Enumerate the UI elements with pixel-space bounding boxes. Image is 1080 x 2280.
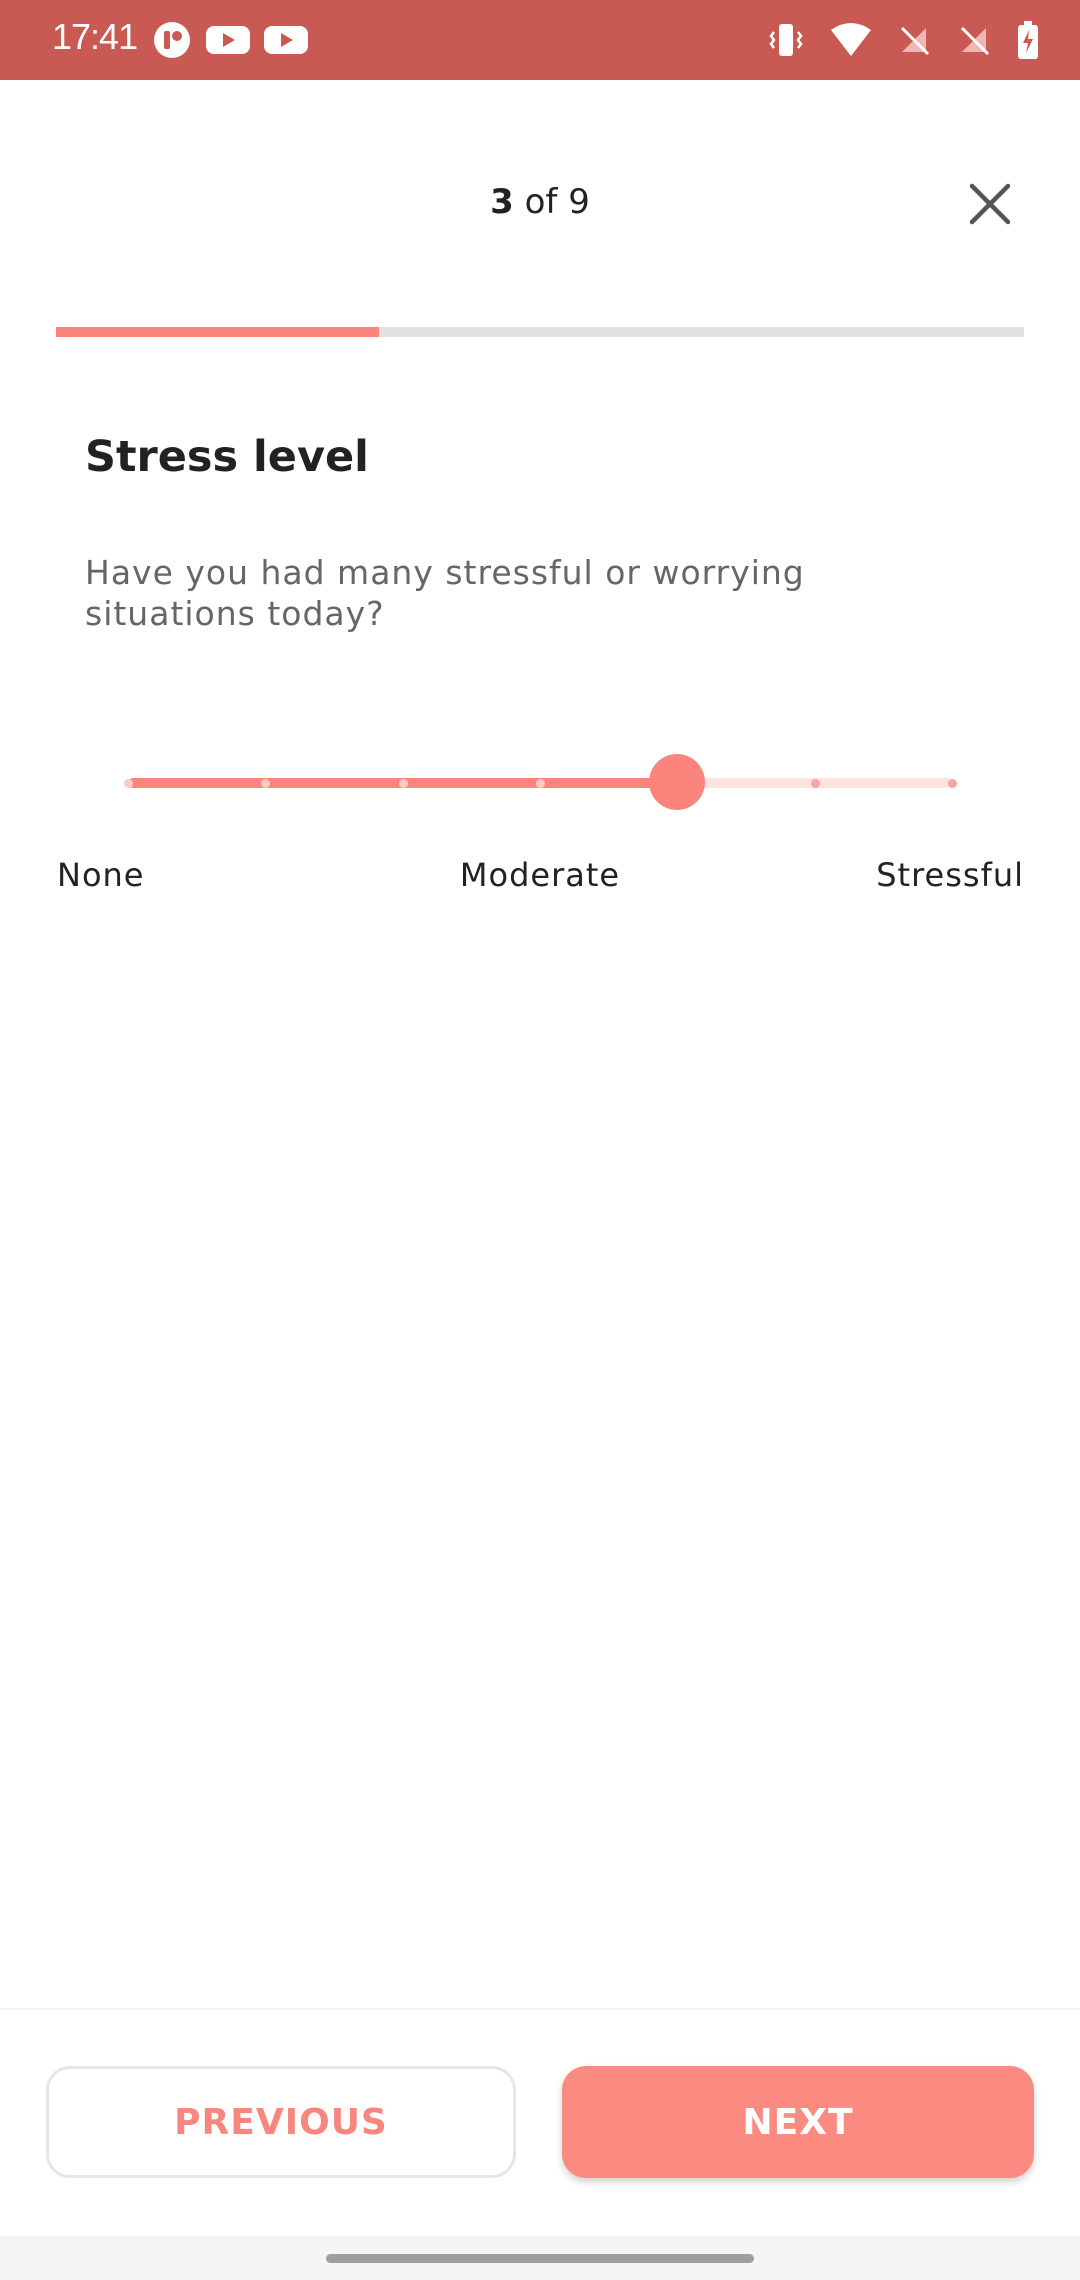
system-navigation-bar	[0, 2236, 1080, 2280]
slider-tick	[124, 779, 133, 788]
step-separator: of	[524, 182, 558, 222]
stress-level-slider[interactable]	[124, 754, 957, 810]
no-sim-icon	[960, 26, 990, 56]
bottom-divider	[0, 2008, 1080, 2010]
slider-tick	[536, 779, 545, 788]
question-text: Have you had many stressful or worrying …	[85, 553, 805, 633]
close-icon	[969, 183, 1011, 225]
slider-tick	[398, 779, 408, 788]
app-notification-icon	[154, 22, 190, 58]
next-button[interactable]: NEXT	[562, 2066, 1034, 2178]
step-counter: 3 of 9	[0, 182, 1080, 222]
scale-label-none: None	[57, 856, 145, 894]
no-sim-icon	[900, 26, 930, 56]
status-bar: 17:41	[0, 0, 1080, 80]
youtube-icon	[206, 26, 250, 54]
battery-charging-icon	[1018, 21, 1038, 59]
slider-tick	[948, 779, 957, 788]
step-total: 9	[568, 182, 590, 222]
scale-label-moderate: Moderate	[459, 856, 621, 894]
home-gesture-handle[interactable]	[326, 2254, 754, 2263]
previous-button[interactable]: PREVIOUS	[46, 2066, 516, 2178]
status-notification-icons	[152, 20, 308, 60]
status-system-icons	[766, 20, 1040, 60]
question-title: Stress level	[85, 432, 369, 482]
progress-bar	[56, 327, 1024, 337]
status-time: 17:41	[52, 16, 138, 57]
wifi-icon	[831, 23, 871, 56]
vibrate-icon	[769, 24, 803, 56]
close-button[interactable]	[962, 176, 1018, 232]
youtube-icon	[264, 26, 308, 54]
step-current: 3	[490, 182, 514, 222]
slider-thumb[interactable]	[649, 754, 706, 810]
progress-bar-fill	[56, 327, 379, 337]
slider-tick	[261, 779, 271, 788]
scale-label-stressful: Stressful	[876, 856, 1024, 894]
slider-tick	[810, 779, 820, 788]
